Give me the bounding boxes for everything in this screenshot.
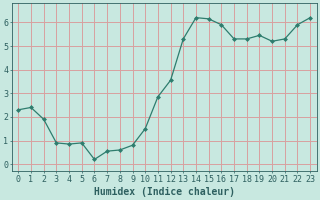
X-axis label: Humidex (Indice chaleur): Humidex (Indice chaleur) [94, 186, 235, 197]
